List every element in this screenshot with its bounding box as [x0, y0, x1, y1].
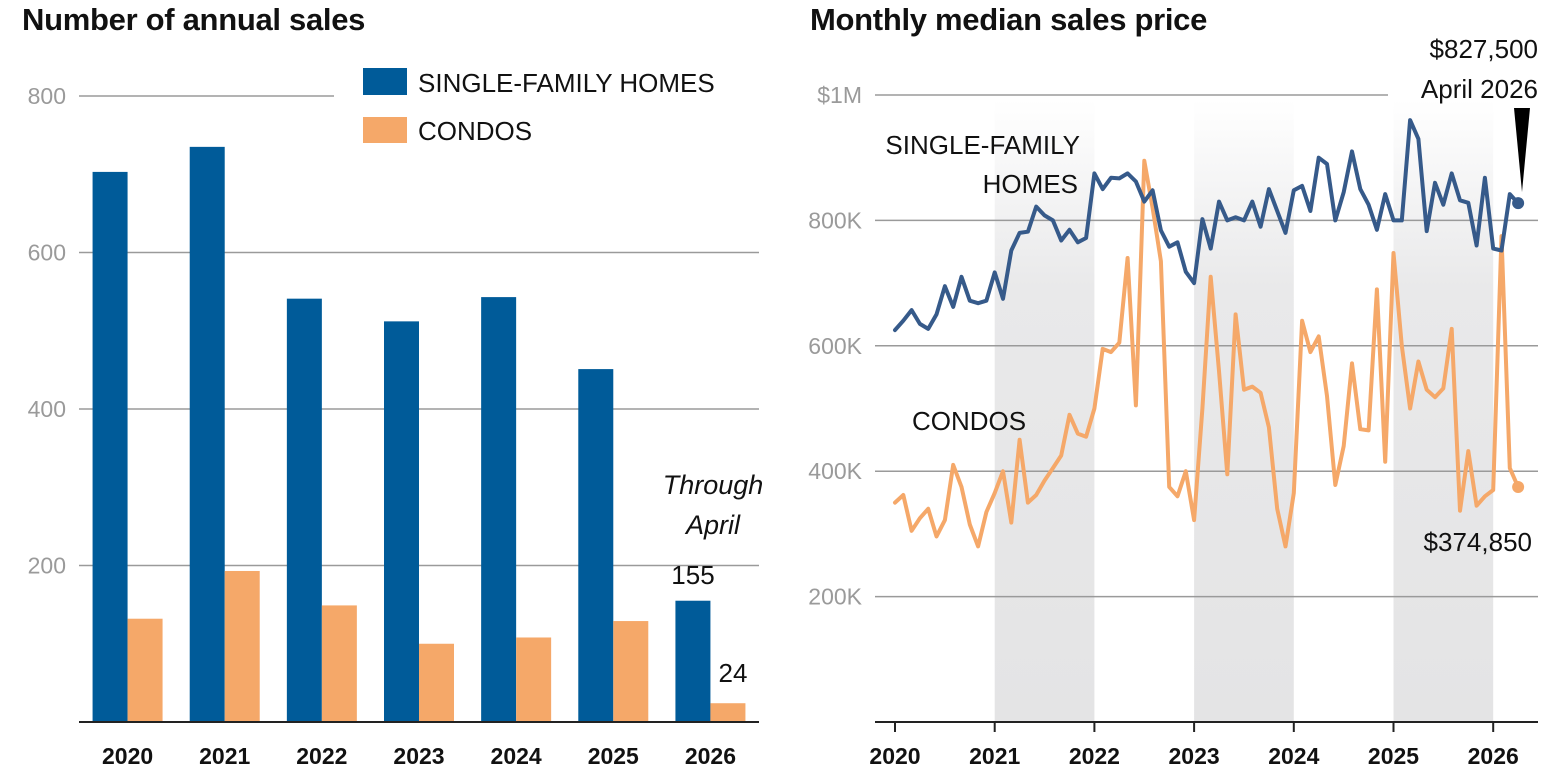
single-family-last-date: April 2026: [1421, 74, 1538, 104]
condos-last-value: $374,850: [1424, 527, 1532, 557]
legend-swatch-single-family: [363, 68, 407, 95]
left-y-tick-label: 600: [28, 240, 66, 266]
through-april-note-line1: Through: [663, 470, 764, 500]
left-x-axis-ticks: 2020 2021 2022 2023 2024 2025 2026: [102, 743, 736, 769]
left-x-tick-label: 2024: [491, 743, 542, 769]
left-y-tick-label: 800: [28, 83, 66, 109]
year-shade-band: [1194, 100, 1294, 722]
right-series-lines: [893, 118, 1525, 549]
left-y-tick-label: 400: [28, 396, 66, 422]
right-y-axis-ticks: 200K 400K 600K 800K $1M: [808, 82, 862, 610]
endpoint-condos: [1512, 480, 1525, 493]
left-y-axis-ticks: 200 400 600 800: [28, 83, 66, 579]
right-chart-title: Monthly median sales price: [810, 2, 1208, 37]
endpoint-single-family: [1512, 197, 1525, 210]
bar-single-family: [384, 321, 419, 722]
left-x-tick-label: 2022: [296, 743, 347, 769]
right-x-tick-label: 2022: [1069, 743, 1120, 769]
right-y-tick-label: 200K: [808, 584, 862, 610]
left-x-tick-label: 2026: [685, 743, 736, 769]
year-shade-band: [1393, 100, 1494, 722]
bar-condos: [127, 618, 163, 722]
left-y-tick-label: 200: [28, 553, 66, 579]
bar-condos: [321, 605, 357, 722]
bar-single-family: [578, 369, 614, 722]
bar-condos: [224, 570, 260, 722]
single-family-line-label-1: SINGLE-FAMILY: [885, 130, 1080, 160]
year-shade-band: [994, 100, 1095, 722]
bar-condos: [419, 643, 454, 722]
left-legend: SINGLE-FAMILY HOMES CONDOS: [363, 68, 715, 146]
right-x-tick-label: 2021: [969, 743, 1020, 769]
left-bars: [92, 146, 746, 723]
bar-condos: [710, 703, 746, 722]
line-condos: [893, 158, 1521, 549]
right-gridlines: [875, 94, 1538, 598]
bar-single-family: [481, 297, 517, 722]
legend-label-condos: CONDOS: [418, 116, 532, 146]
bar-single-family: [675, 600, 711, 722]
data-label-condo-2026: 24: [719, 658, 748, 688]
line-single-family: [893, 118, 1521, 333]
bar-condos: [613, 621, 649, 722]
bar-single-family: [286, 298, 322, 722]
bar-condos: [516, 637, 552, 722]
data-label-single-2026: 155: [671, 560, 714, 590]
last-value-pointer: [1514, 108, 1530, 192]
right-y-tick-label: 600K: [808, 333, 862, 359]
right-y-tick-label: 400K: [808, 458, 862, 484]
right-x-tick-label: 2023: [1169, 743, 1220, 769]
right-x-tick-label: 2025: [1368, 743, 1419, 769]
bar-single-family: [189, 146, 225, 723]
right-y-tick-label: $1M: [817, 82, 862, 108]
right-x-tick-label: 2024: [1268, 743, 1319, 769]
single-family-last-value: $827,500: [1430, 34, 1538, 64]
legend-swatch-condos: [363, 117, 407, 143]
right-x-tick-label: 2026: [1468, 743, 1519, 769]
left-x-tick-label: 2020: [102, 743, 153, 769]
through-april-note-line2: April: [684, 510, 741, 540]
left-x-tick-label: 2023: [393, 743, 444, 769]
left-x-tick-label: 2021: [199, 743, 250, 769]
bar-single-family: [92, 171, 128, 723]
left-x-tick-label: 2025: [588, 743, 639, 769]
condos-line-label: CONDOS: [912, 406, 1026, 436]
right-x-axis-ticks: 2020 2021 2022 2023 2024 2025 2026: [869, 722, 1519, 769]
right-y-tick-label: 800K: [808, 207, 862, 233]
single-family-line-label-2: HOMES: [983, 169, 1078, 199]
right-x-tick-label: 2020: [869, 743, 920, 769]
left-chart-title: Number of annual sales: [22, 2, 366, 37]
legend-label-single-family: SINGLE-FAMILY HOMES: [418, 68, 715, 98]
